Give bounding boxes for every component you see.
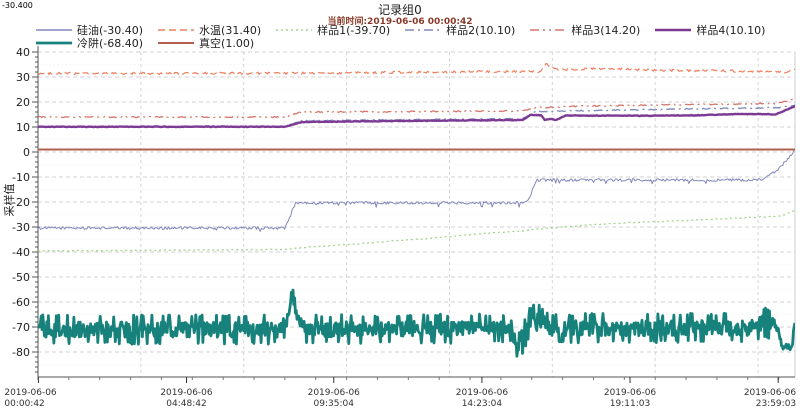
chart-title: 记录组0 xyxy=(378,3,422,17)
legend-label: 样品1(-39.70) xyxy=(317,23,391,37)
y-tick-label: 10 xyxy=(16,121,30,134)
legend-item-样品3[interactable]: 样品3(14.20) xyxy=(529,22,640,38)
series-硅油 xyxy=(38,148,795,232)
series-样品3 xyxy=(38,98,795,119)
y-tick-label: -40 xyxy=(12,246,30,259)
legend-label: 硅油(-30.40) xyxy=(77,23,144,37)
y-tick-label: -10 xyxy=(12,171,30,184)
legend-swatch-硅油 xyxy=(36,28,72,31)
x-tick-label: 2019-06-06 xyxy=(456,388,509,398)
legend-swatch-真空 xyxy=(158,41,195,44)
legend-item-样品2[interactable]: 样品2(10.10) xyxy=(404,22,515,38)
legend-swatch-样品1 xyxy=(276,28,313,31)
series-水温 xyxy=(38,63,795,76)
legend-item-水温[interactable]: 水温(31.40) xyxy=(157,22,261,38)
x-tick-label: 14:23:04 xyxy=(462,399,503,408)
legend-item-冷阱[interactable]: 冷阱(-68.40) xyxy=(35,35,143,51)
legend-row: 硅油(-30.40) 水温(31.40) 样品1(-39.70) 样品2(10.10)… xyxy=(35,22,795,38)
legend: 硅油(-30.40) 水温(31.40) 样品1(-39.70) 样品2(10.10)… xyxy=(35,22,795,51)
x-tick-label: 09:35:04 xyxy=(314,399,355,408)
x-tick-label: 00:00:42 xyxy=(4,399,44,408)
legend-item-样品1[interactable]: 样品1(-39.70) xyxy=(275,22,390,38)
series-样品4 xyxy=(38,104,795,129)
legend-swatch-水温 xyxy=(158,28,195,31)
legend-item-真空[interactable]: 真空(1.00) xyxy=(157,35,254,51)
y-axis-title: 采样值 xyxy=(3,183,16,217)
legend-swatch-样品4 xyxy=(655,28,692,31)
y-tick-label: -20 xyxy=(12,196,30,209)
x-tick-label: 2019-06-06 xyxy=(308,388,361,398)
series-样品1 xyxy=(38,209,795,252)
x-tick-label: 2019-06-06 xyxy=(160,388,213,398)
legend-swatch-样品3 xyxy=(530,28,567,31)
legend-label: 真空(1.00) xyxy=(199,36,255,50)
current-time-label: 当前时间:2019-06-06 00:00:42 xyxy=(327,17,473,27)
legend-swatch-冷阱 xyxy=(36,41,72,44)
y-tick-label: 40 xyxy=(16,46,30,59)
legend-item-硅油[interactable]: 硅油(-30.40) xyxy=(35,22,143,38)
x-tick-label: 19:11:03 xyxy=(610,399,650,408)
y-tick-label: 30 xyxy=(16,71,30,84)
y-tick-label: -80 xyxy=(12,346,30,359)
y-tick-label: -50 xyxy=(12,271,30,284)
legend-label: 水温(31.40) xyxy=(199,23,262,37)
cursor-value: -30.400 xyxy=(2,1,33,10)
y-tick-label: 20 xyxy=(16,96,30,109)
y-tick-label: -60 xyxy=(12,296,30,309)
x-tick-label: 23:59:03 xyxy=(756,399,796,408)
y-tick-label: -70 xyxy=(12,321,30,334)
legend-swatch-样品2 xyxy=(405,28,442,31)
x-tick-label: 2019-06-06 xyxy=(4,388,57,398)
legend-label: 样品3(14.20) xyxy=(571,23,641,37)
y-tick-label: -30 xyxy=(12,221,30,234)
y-tick-label: 0 xyxy=(23,146,30,159)
x-tick-label: 04:48:42 xyxy=(166,399,206,408)
legend-item-样品4[interactable]: 样品4(10.10) xyxy=(654,22,765,38)
legend-label: 样品2(10.10) xyxy=(446,23,516,37)
series-冷阱 xyxy=(38,288,795,358)
x-tick-label: 2019-06-06 xyxy=(744,388,797,398)
legend-row: 冷阱(-68.40) 真空(1.00) xyxy=(35,35,795,51)
legend-label: 冷阱(-68.40) xyxy=(77,36,144,50)
legend-label: 样品4(10.10) xyxy=(696,23,766,37)
x-tick-label: 2019-06-06 xyxy=(604,388,657,398)
